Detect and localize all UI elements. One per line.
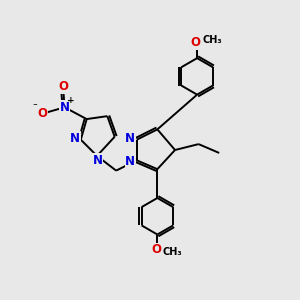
Text: ⁻: ⁻ [33, 102, 38, 111]
Text: O: O [190, 36, 201, 49]
Text: N: N [70, 132, 80, 145]
Text: N: N [125, 155, 135, 168]
Text: N: N [93, 154, 103, 167]
Text: +: + [67, 96, 75, 105]
Text: N: N [60, 101, 70, 114]
Text: O: O [58, 80, 68, 93]
Text: N: N [125, 132, 135, 145]
Text: CH₃: CH₃ [202, 35, 222, 46]
Text: O: O [38, 107, 47, 120]
Text: CH₃: CH₃ [163, 247, 182, 257]
Text: O: O [151, 243, 161, 256]
